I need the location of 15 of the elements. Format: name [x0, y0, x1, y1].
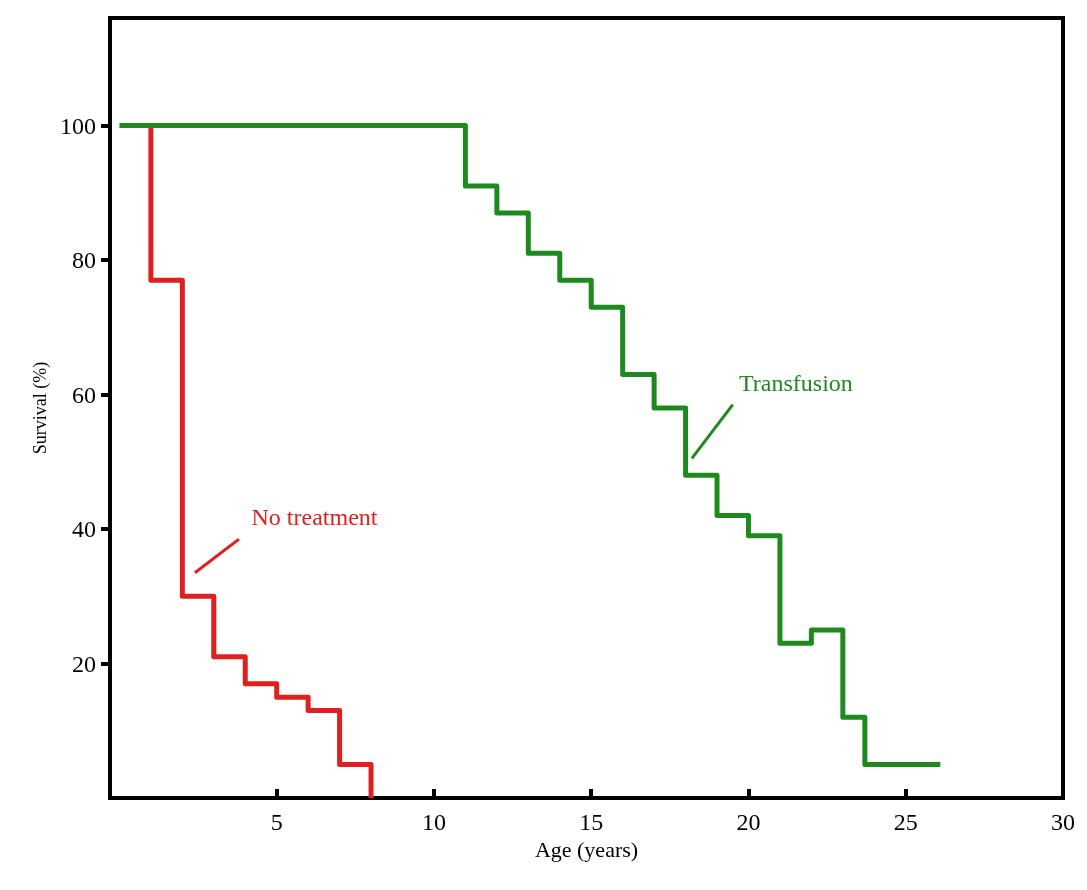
text: No treatment — [251, 504, 378, 531]
x-tick-label: 30 — [1051, 809, 1075, 835]
x-tick-label: 5 — [270, 809, 283, 835]
y-tick-label: 80 — [72, 247, 96, 274]
x-tick-label: 15 — [579, 809, 604, 835]
y-axis-title: Survival (%) — [30, 361, 52, 455]
x-tick-label: 10 — [421, 809, 446, 835]
y-tick-label: 20 — [72, 650, 96, 677]
y-tick-label: 60 — [72, 381, 96, 408]
y-tick-label: 100 — [60, 112, 96, 139]
text: Transfusion — [739, 369, 853, 396]
x-tick-label: 25 — [893, 809, 918, 835]
y-tick-label: 40 — [72, 516, 96, 543]
x-axis-title: Age (years) — [534, 837, 639, 863]
x-tick-label: 20 — [736, 809, 761, 835]
